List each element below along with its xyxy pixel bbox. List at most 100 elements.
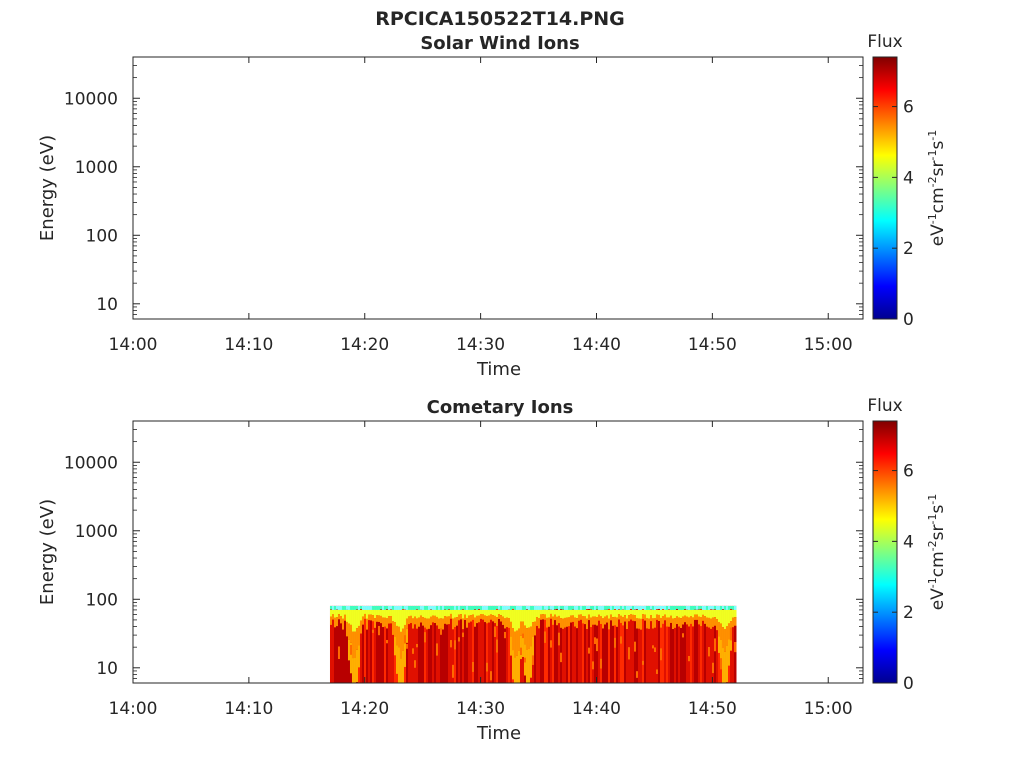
spectrogram-fringe-orange: [367, 614, 371, 621]
spectrogram-column: [685, 605, 689, 683]
spectrogram-column: [671, 605, 675, 683]
spectrogram-fringe-yellow: [389, 609, 393, 617]
spectrogram-fringe-yellow: [465, 609, 469, 619]
spectrogram-fringe-cyan: [719, 605, 723, 612]
spectrogram-column: [391, 605, 395, 683]
spectrogram-column: [607, 605, 611, 683]
spectrogram-fringe-yellow: [405, 609, 409, 619]
spectrogram-fringe-orange: [531, 622, 535, 637]
spectrogram-fringe-cyan: [387, 605, 391, 611]
spectrogram-fringe-yellow: [561, 609, 565, 619]
spectrogram-fringe-cyan: [695, 605, 699, 610]
spectrogram-fringe-cyan: [537, 605, 541, 612]
spectrogram-fringe-cyan: [539, 605, 543, 612]
spectrogram-column: [591, 605, 595, 683]
spectrogram-fringe-cyan: [585, 605, 589, 610]
spectrogram-fringe-orange: [365, 618, 369, 630]
spectrogram-column: [341, 605, 345, 683]
spectrogram-fringe-orange: [667, 617, 671, 627]
spectrogram-column: [379, 605, 383, 683]
spectrogram-column: [533, 605, 537, 683]
spectrogram-dip: [725, 645, 729, 683]
spectrogram-column: [663, 605, 667, 683]
spectrogram-fringe-orange: [599, 616, 603, 624]
spectrogram-fringe-yellow: [555, 609, 559, 617]
spectrogram-column: [443, 605, 447, 683]
spectrogram-column: [631, 605, 635, 683]
spectrogram-fringe-cyan: [723, 605, 727, 613]
spectrogram-fringe-yellow: [689, 609, 693, 617]
x-tick-label: 14:20: [340, 699, 389, 719]
spectrogram-column: [665, 605, 669, 683]
spectrogram-fringe-cyan: [713, 605, 717, 610]
spectrogram-fringe-orange: [669, 615, 673, 623]
spectrogram-fringe-yellow: [441, 609, 445, 619]
spectrogram-fringe-yellow: [379, 609, 383, 616]
spectrogram-fringe-orange: [655, 614, 659, 620]
spectrogram-fringe-cyan: [657, 605, 661, 609]
spectrogram-column: [367, 605, 371, 683]
spectrogram-fringe-orange: [549, 613, 553, 619]
spectrogram-fringe-orange: [335, 617, 339, 627]
spectrogram-fringe-orange: [501, 616, 505, 625]
spectrogram-fringe-yellow: [593, 609, 597, 617]
spectrogram-fringe-orange: [529, 626, 533, 647]
spectrogram-fringe-cyan: [473, 605, 477, 610]
spectrogram-fringe-orange: [565, 617, 569, 627]
spectrogram-fringe-yellow: [733, 609, 737, 618]
spectrogram-fringe-yellow: [639, 609, 643, 619]
spectrogram-dip: [515, 655, 519, 683]
spectrogram-column: [535, 605, 539, 683]
panel-solar-wind: Solar Wind Ions 14:00 14:10 14:20 14:30 14:4…: [37, 32, 948, 380]
spectrogram-fringe-orange: [677, 617, 681, 627]
spectrogram-fringe-orange: [699, 617, 703, 627]
spectrogram-column: [611, 605, 615, 683]
spectrogram-fringe-orange: [359, 620, 363, 634]
spectrogram-fringe-yellow: [727, 609, 731, 624]
spectrogram-fringe-yellow: [459, 609, 463, 615]
spectrogram-fringe-yellow: [635, 609, 639, 619]
spectrogram-fringe-cyan: [355, 605, 359, 610]
spectrogram-column: [649, 605, 653, 683]
spectrogram-fringe-yellow: [731, 609, 735, 618]
spectrogram-fringe-cyan: [409, 605, 413, 613]
spectrogram-fringe-cyan: [395, 605, 399, 613]
spectrogram-column: [703, 605, 707, 683]
spectrogram-column: [629, 605, 633, 683]
spectrogram-dip: [717, 636, 721, 653]
spectrogram-fringe-orange: [373, 618, 377, 628]
spectrogram-fringe-yellow: [681, 609, 685, 617]
spectrogram-streak: [543, 631, 547, 643]
spectrogram-fringe-cyan: [339, 605, 343, 612]
spectrogram-fringe-orange: [503, 618, 507, 629]
spectrogram-column: [335, 605, 339, 683]
spectrogram-fringe-yellow: [453, 609, 457, 618]
spectrogram-dip: [511, 650, 515, 680]
spectrogram-fringe-yellow: [597, 609, 601, 615]
spectrogram-fringe-yellow: [641, 609, 645, 615]
spectrogram-fringe-orange: [569, 615, 573, 623]
spectrogram-column: [383, 605, 387, 683]
spectrogram-fringe-yellow: [445, 609, 449, 617]
spectrogram-fringe-cyan: [439, 605, 443, 611]
spectrogram-column: [359, 605, 363, 683]
spectrogram-streak: [405, 643, 409, 649]
spectrogram-fringe-orange: [455, 617, 459, 626]
x-tick-label: 14:40: [572, 335, 621, 355]
spectrogram-fringe-orange: [607, 618, 611, 630]
spectrogram-fringe-cyan: [417, 605, 421, 613]
spectrogram-column: [477, 605, 481, 683]
spectrogram-fringe-yellow: [633, 609, 637, 616]
spectrogram-fringe-yellow: [621, 609, 625, 617]
spectrogram-dip: [401, 650, 405, 683]
spectrogram-fringe-cyan: [547, 605, 551, 610]
spectrogram-column: [471, 605, 475, 683]
spectrogram-fringe-cyan: [491, 605, 495, 613]
spectrogram-fringe-yellow: [659, 609, 663, 618]
spectrogram-fringe-cyan: [589, 605, 593, 610]
spectrogram-column: [479, 605, 483, 683]
spectrogram-column: [445, 605, 449, 683]
x-tick-label: 14:00: [109, 699, 158, 719]
spectrogram-fringe-yellow: [513, 609, 517, 632]
spectrogram-fringe-yellow: [713, 609, 717, 618]
